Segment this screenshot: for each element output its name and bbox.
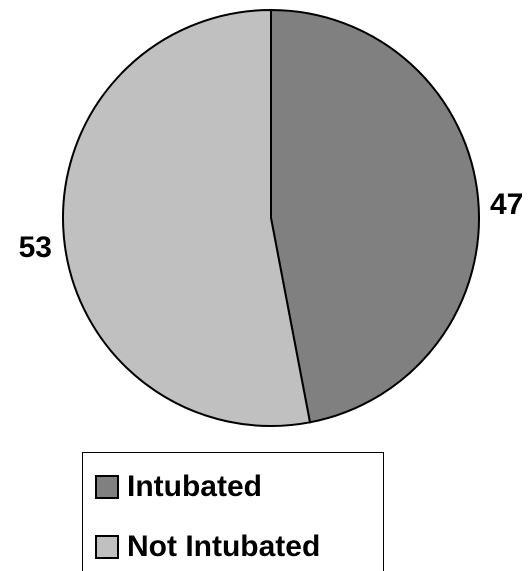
pie-slices bbox=[62, 8, 480, 427]
legend-label-intubated: Intubated bbox=[127, 470, 262, 503]
legend-item-intubated: Intubated bbox=[95, 467, 262, 507]
legend-label-not-intubated: Not Intubated bbox=[127, 530, 321, 563]
legend-item-not-intubated: Not Intubated bbox=[95, 527, 320, 567]
data-label-intubated: 47 bbox=[490, 188, 523, 221]
legend: Intubated Not Intubated bbox=[82, 452, 384, 571]
legend-swatch-not-intubated bbox=[95, 535, 119, 559]
pie-slice-not-intubated bbox=[62, 8, 312, 427]
pie-slice-intubated bbox=[270, 8, 480, 424]
legend-swatch-intubated bbox=[95, 475, 119, 499]
data-label-not-intubated: 53 bbox=[19, 231, 52, 264]
